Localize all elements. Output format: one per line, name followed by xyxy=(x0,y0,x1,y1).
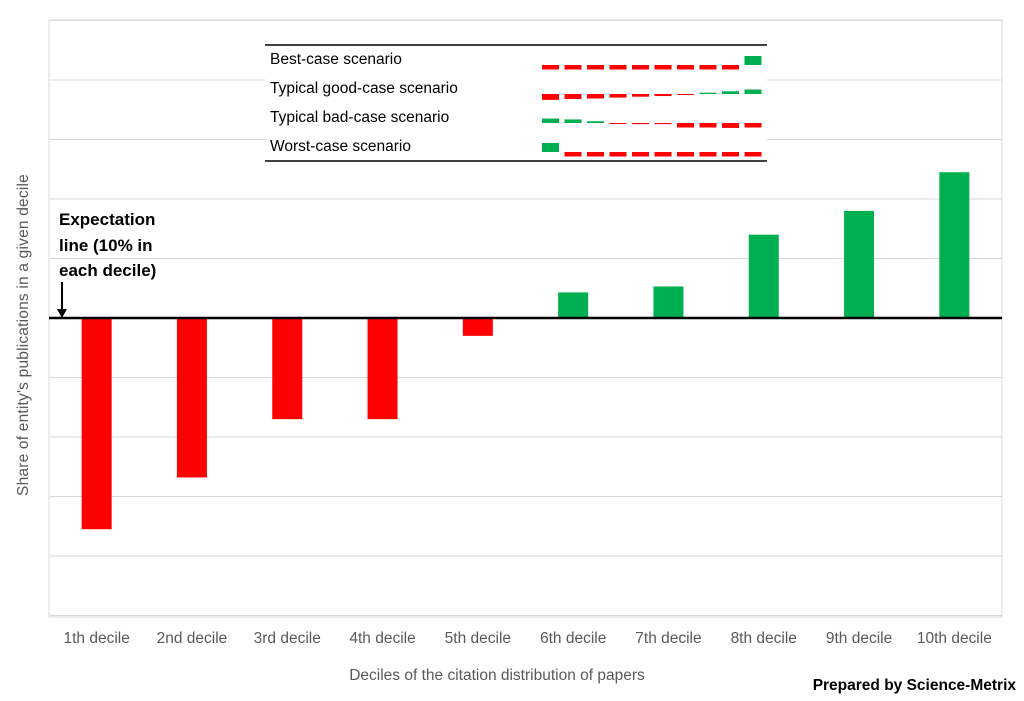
legend-label-worst-case: Worst-case scenario xyxy=(270,138,411,155)
credit-text: Prepared by Science-Metrix xyxy=(812,677,1016,694)
legend-pattern-mark xyxy=(587,65,604,70)
bar-2nd-decile xyxy=(176,318,207,478)
expectation-arrow xyxy=(57,282,67,318)
legend-pattern-mark xyxy=(699,92,717,94)
legend-pattern-mark xyxy=(699,152,717,157)
legend-pattern-mark xyxy=(722,152,739,157)
legend-pattern-mark xyxy=(564,152,582,157)
legend-pattern-mark xyxy=(654,94,672,97)
legend-pattern-mark xyxy=(564,119,582,123)
scenario-legend xyxy=(265,44,767,162)
legend-label-typical-good-case: Typical good-case scenario xyxy=(270,80,458,97)
legend-pattern-mark xyxy=(542,143,559,152)
x-tick-label: 1th decile xyxy=(63,630,129,647)
legend-label-best-case: Best-case scenario xyxy=(270,51,402,68)
legend-pattern-mark xyxy=(564,65,582,70)
bar-10th-decile xyxy=(939,172,970,318)
legend-pattern-mark xyxy=(632,123,649,125)
legend-pattern-mark xyxy=(542,118,559,123)
legend-label-typical-bad-case: Typical bad-case scenario xyxy=(270,109,450,126)
legend-pattern-mark xyxy=(609,94,627,98)
x-tick-label: 2nd decile xyxy=(157,630,228,647)
bar-9th-decile xyxy=(844,210,875,318)
bar-7th-decile xyxy=(653,286,684,318)
x-tick-label: 3rd decile xyxy=(254,630,321,647)
legend-pattern-mark xyxy=(542,65,559,70)
x-tick-label: 6th decile xyxy=(540,630,606,647)
legend-pattern-mark xyxy=(677,123,694,128)
legend-pattern-mark xyxy=(722,65,739,70)
bars-group xyxy=(81,172,970,530)
y-axis-label: Share of entity's publications in a give… xyxy=(15,174,32,496)
legend-pattern-mark xyxy=(609,152,627,157)
x-tick-label: 7th decile xyxy=(635,630,701,647)
x-tick-label: 8th decile xyxy=(731,630,797,647)
legend-pattern-mark xyxy=(654,152,672,157)
bar-8th-decile xyxy=(748,234,779,318)
legend-pattern-mark xyxy=(744,123,762,128)
legend-pattern-mark xyxy=(542,94,559,100)
bar-5th-decile xyxy=(462,318,493,336)
legend-pattern-mark xyxy=(632,94,649,97)
legend-pattern-mark xyxy=(587,152,604,157)
legend-pattern-mark xyxy=(632,65,649,70)
legend-background xyxy=(265,45,767,161)
legend-pattern-mark xyxy=(654,65,672,70)
expectation-line-label: Expectation line (10% in each decile) xyxy=(59,210,157,280)
x-tick-labels: 1th decile 2nd decile 3rd decile 4th decile… xyxy=(63,630,991,647)
legend-pattern-mark xyxy=(609,65,627,70)
legend-pattern-mark xyxy=(677,94,694,95)
x-tick-label: 9th decile xyxy=(826,630,892,647)
bar-6th-decile xyxy=(558,292,589,318)
legend-pattern-mark xyxy=(699,65,717,70)
legend-pattern-mark xyxy=(744,56,762,65)
x-tick-label: 5th decile xyxy=(445,630,511,647)
bar-3rd-decile xyxy=(272,318,303,420)
legend-pattern-mark xyxy=(722,91,739,94)
legend-pattern-mark xyxy=(587,94,604,99)
legend-pattern-mark xyxy=(609,123,627,124)
x-tick-label: 10th decile xyxy=(917,630,992,647)
legend-pattern-mark xyxy=(564,94,582,99)
x-tick-label: 4th decile xyxy=(349,630,415,647)
legend-pattern-mark xyxy=(677,152,694,157)
legend-pattern-mark xyxy=(654,123,672,125)
bar-4th-decile xyxy=(367,318,398,420)
legend-pattern-mark xyxy=(587,121,604,123)
legend-pattern-mark xyxy=(632,152,649,157)
x-axis-label: Deciles of the citation distribution of … xyxy=(349,667,645,684)
legend-patterns xyxy=(542,56,762,157)
legend-pattern-mark xyxy=(722,123,739,128)
bar-1th-decile xyxy=(81,318,112,530)
legend-pattern-mark xyxy=(677,65,694,70)
legend-pattern-mark xyxy=(699,123,717,128)
legend-pattern-mark xyxy=(744,152,762,157)
legend-pattern-mark xyxy=(744,89,762,94)
